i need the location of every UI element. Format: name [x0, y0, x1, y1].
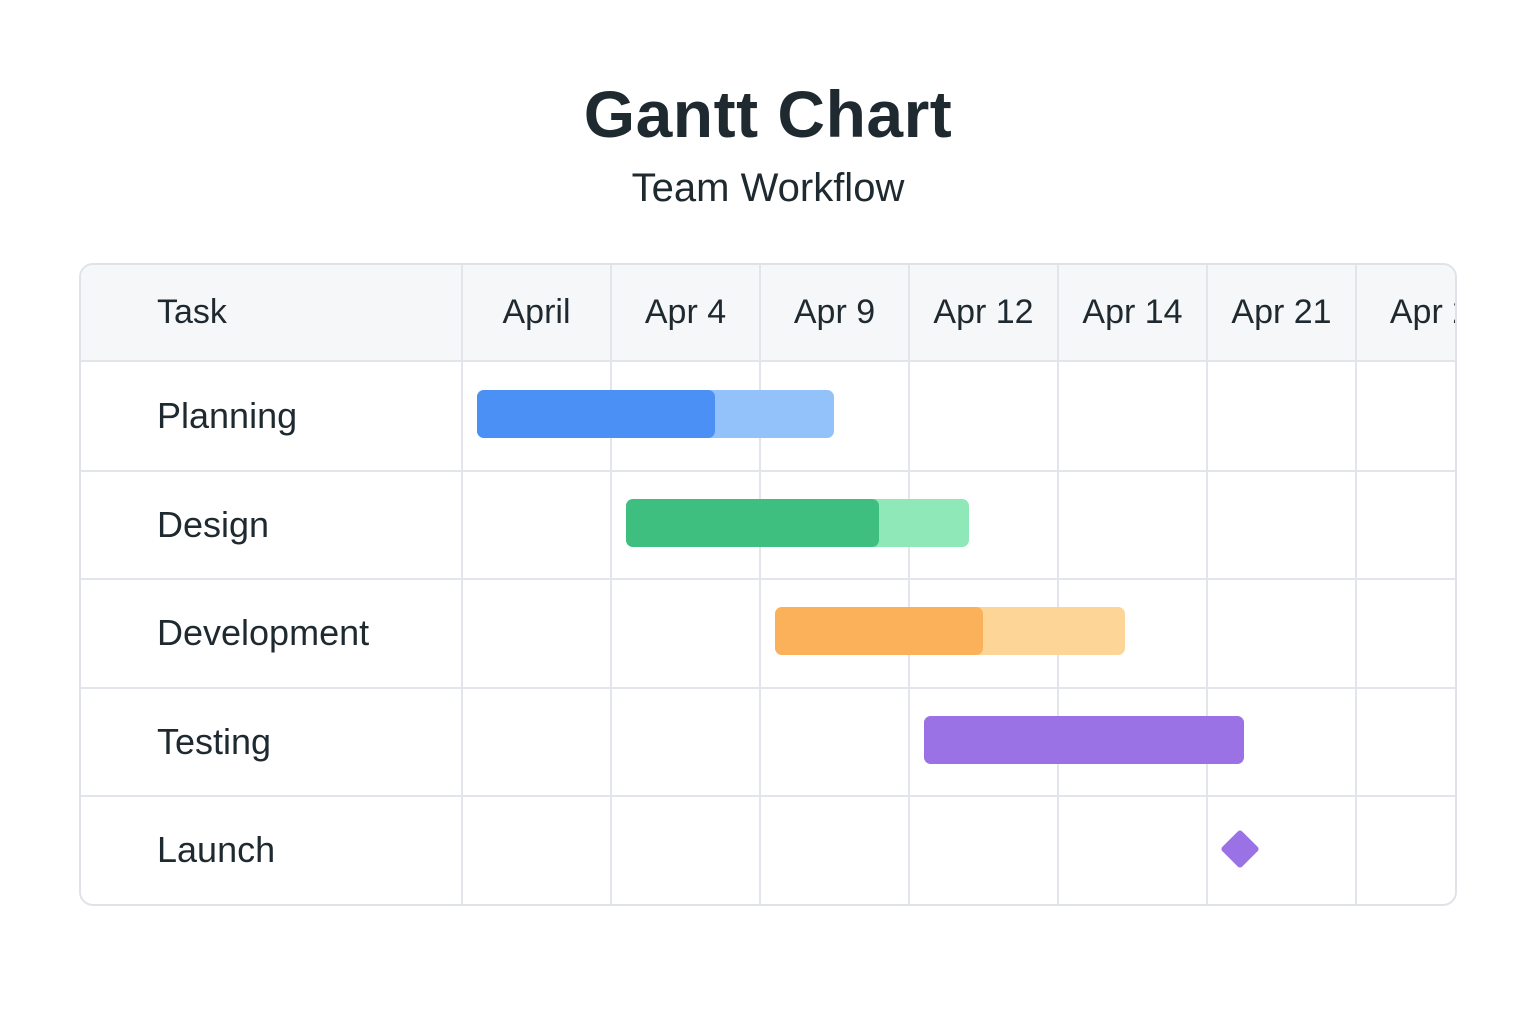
task-bar-progress[interactable] — [923, 715, 1245, 764]
timeline-column-label: Apr 9 — [793, 293, 876, 331]
grid-vertical-line — [1057, 265, 1059, 904]
task-bar-progress[interactable] — [625, 498, 880, 547]
task-bar-progress[interactable] — [476, 390, 716, 439]
chart-header-row — [81, 265, 1455, 362]
grid-vertical-line — [759, 265, 761, 904]
timeline-column-label: Apr 4 — [644, 293, 727, 331]
milestone-marker[interactable] — [1219, 829, 1260, 870]
task-bar-progress[interactable] — [774, 607, 984, 656]
grid-vertical-line — [461, 265, 463, 904]
grid-horizontal-line — [81, 578, 1455, 580]
task-label: Planning — [157, 395, 298, 437]
grid-vertical-line — [1355, 265, 1357, 904]
task-column-header: Task — [157, 293, 227, 331]
timeline-column-label: Apr 21 — [1231, 293, 1332, 331]
chart-title: Gantt Chart — [583, 77, 953, 151]
grid-vertical-line — [610, 265, 612, 904]
chart-subtitle: Team Workflow — [631, 166, 905, 210]
task-label: Development — [157, 612, 370, 654]
task-label: Design — [157, 503, 270, 545]
task-label: Testing — [157, 720, 272, 762]
grid-vertical-line — [1206, 265, 1208, 904]
timeline-column-label: April — [502, 293, 571, 331]
grid-horizontal-line — [81, 795, 1455, 797]
timeline-column-label: Apr 12 — [933, 293, 1034, 331]
task-label: Launch — [157, 829, 276, 871]
timeline-column-label: Apr 2 — [1389, 293, 1455, 331]
gantt-chart: Task April Apr 4 Apr 9 Apr 12 Apr 14 Apr 21 Ap… — [79, 263, 1457, 906]
grid-horizontal-line — [81, 686, 1455, 689]
timeline-column-label: Apr 14 — [1082, 293, 1183, 331]
grid-vertical-line — [908, 265, 910, 904]
grid-horizontal-line — [81, 469, 1455, 472]
